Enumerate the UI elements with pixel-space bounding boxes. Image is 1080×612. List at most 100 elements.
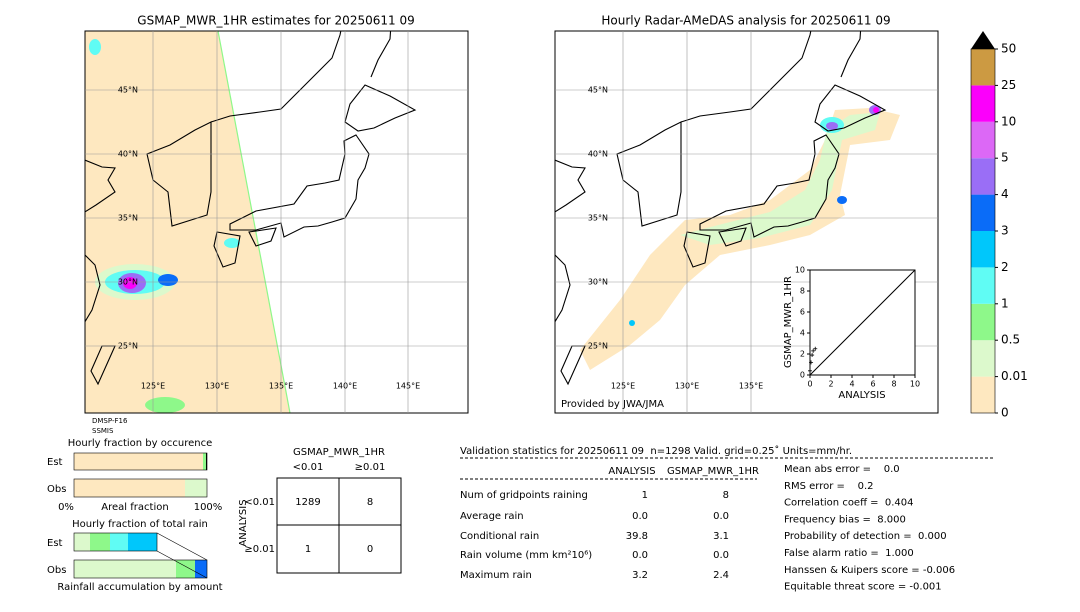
colorbar-bin — [971, 194, 995, 231]
score: Correlation coeff = 0.404 — [784, 498, 914, 509]
bar-segment — [128, 533, 157, 551]
row-label: Conditional rain — [460, 531, 539, 542]
cell: 2.4 — [713, 570, 729, 581]
cell: 3.1 — [713, 531, 729, 542]
colorbar-label: 1 — [1001, 296, 1009, 310]
x-tick-label: 10 — [910, 380, 920, 389]
row-label: Obs — [47, 565, 66, 576]
colorbar-label: 0.01 — [1001, 369, 1028, 383]
lat-label: 30°N — [588, 278, 608, 287]
row-label: Average rain — [460, 511, 524, 522]
point — [813, 346, 818, 351]
rain-area — [89, 39, 101, 55]
connector — [156, 532, 208, 579]
lon-label: 135°E — [269, 382, 293, 391]
lat-label: 25°N — [118, 342, 138, 351]
rain-area — [873, 107, 879, 113]
lat-label: 40°N — [588, 150, 608, 159]
bar-frame — [73, 478, 208, 498]
bar-frame — [73, 532, 158, 552]
bar-segment — [74, 479, 185, 497]
cell: 39.8 — [626, 531, 648, 542]
col-label: <0.01 — [293, 462, 324, 473]
rain-area — [680, 112, 880, 245]
y-tick-label: 0 — [800, 371, 805, 380]
bar-segment — [195, 560, 207, 578]
row-label: Rain volume (mm km²10⁶) — [460, 550, 592, 561]
statistics: Hourly fraction by occurence Est Obs 0% Area… — [47, 438, 995, 593]
bar-segment — [206, 453, 207, 470]
point — [811, 348, 816, 353]
bar-segment — [110, 533, 128, 551]
diagonal — [809, 269, 916, 376]
table-title: GSMAP_MWR_1HR — [293, 447, 385, 458]
lon-label: 130°E — [205, 382, 229, 391]
stats-title: Validation statistics for 20250611 09 n=… — [460, 445, 852, 457]
lon-label: 140°E — [333, 382, 357, 391]
swath — [85, 31, 290, 413]
chart-title: Hourly fraction by occurence — [68, 438, 212, 449]
cell: 8 — [367, 497, 373, 508]
score: False alarm ratio = 1.000 — [784, 548, 914, 559]
lon-label: 135°E — [739, 382, 763, 391]
score: Mean abs error = 0.0 — [784, 464, 900, 475]
x-tick-label: 0 — [807, 380, 812, 389]
row-label: Num of gridpoints raining — [460, 490, 588, 501]
chart-title: Hourly fraction of total rain — [72, 519, 208, 530]
swath-edge — [217, 31, 291, 413]
rain-area — [629, 320, 635, 326]
rain-area — [826, 122, 838, 130]
x-tick-label: 8 — [891, 380, 896, 389]
colorbar-label: 4 — [1001, 187, 1009, 201]
score: RMS error = 0.2 — [784, 481, 874, 492]
left-map-frame — [84, 30, 469, 414]
point — [810, 353, 815, 358]
colorbar-label: 25 — [1001, 78, 1016, 92]
map-title: GSMAP_MWR_1HR estimates for 20250611 09 — [137, 14, 414, 28]
axis-label: 100% — [194, 502, 223, 513]
bar-segment — [74, 560, 176, 578]
bar-segment — [90, 533, 110, 551]
colorbar-bin — [971, 376, 995, 413]
col-header: ANALYSIS — [608, 466, 655, 477]
axis-label: Rainfall accumulation by amount — [57, 582, 222, 593]
x-axis-label: ANALYSIS — [838, 390, 885, 401]
colorbar-label: 0 — [1001, 406, 1009, 420]
colorbar-bin — [971, 231, 995, 268]
scatter: 0 2 4 6 8 10 0 2 4 6 8 10 ANALYSIS GSMAP_MWR_1HR — [783, 266, 920, 402]
satellite-label: SSMIS — [92, 427, 114, 435]
right-map-labels: Hourly Radar-AMeDAS analysis for 2025061… — [555, 14, 938, 413]
y-tick-label: 10 — [795, 266, 805, 275]
colorbar-label: 50 — [1001, 42, 1016, 56]
colorbar-label: 0.5 — [1001, 333, 1020, 347]
lat-label: 30°N — [118, 278, 138, 287]
map-title: Hourly Radar-AMeDAS analysis for 2025061… — [601, 14, 890, 28]
row-label: Est — [47, 457, 63, 468]
row-label: <0.01 — [244, 497, 275, 508]
cell: 0 — [367, 544, 373, 555]
lat-label: 45°N — [588, 86, 608, 95]
cell: 0.0 — [713, 511, 729, 522]
lon-label: 125°E — [611, 382, 635, 391]
lat-label: 35°N — [588, 214, 608, 223]
row-axis-label: ANALYSIS — [238, 499, 249, 546]
colorbar-label: 3 — [1001, 224, 1009, 238]
colorbar-bin — [971, 85, 995, 122]
cell: 0.0 — [632, 550, 648, 561]
colorbar-label: 5 — [1001, 151, 1009, 165]
cell: 3.2 — [632, 570, 648, 581]
left-map-labels: GSMAP_MWR_1HR estimates for 20250611 09 4… — [85, 14, 468, 413]
cell: 1289 — [295, 497, 320, 508]
lat-label: 40°N — [118, 150, 138, 159]
right-map-frame — [554, 30, 939, 414]
score: Equitable threat score = -0.001 — [784, 582, 942, 593]
x-tick-label: 4 — [849, 380, 854, 389]
lon-label: 130°E — [675, 382, 699, 391]
rain-area — [224, 238, 240, 248]
score: Probability of detection = 0.000 — [784, 531, 947, 542]
colorbar-bin — [971, 267, 995, 304]
y-tick-label: 2 — [800, 350, 805, 359]
colorbar-bin — [971, 121, 995, 159]
lat-label: 35°N — [118, 214, 138, 223]
row-label: ≥0.01 — [244, 544, 275, 555]
